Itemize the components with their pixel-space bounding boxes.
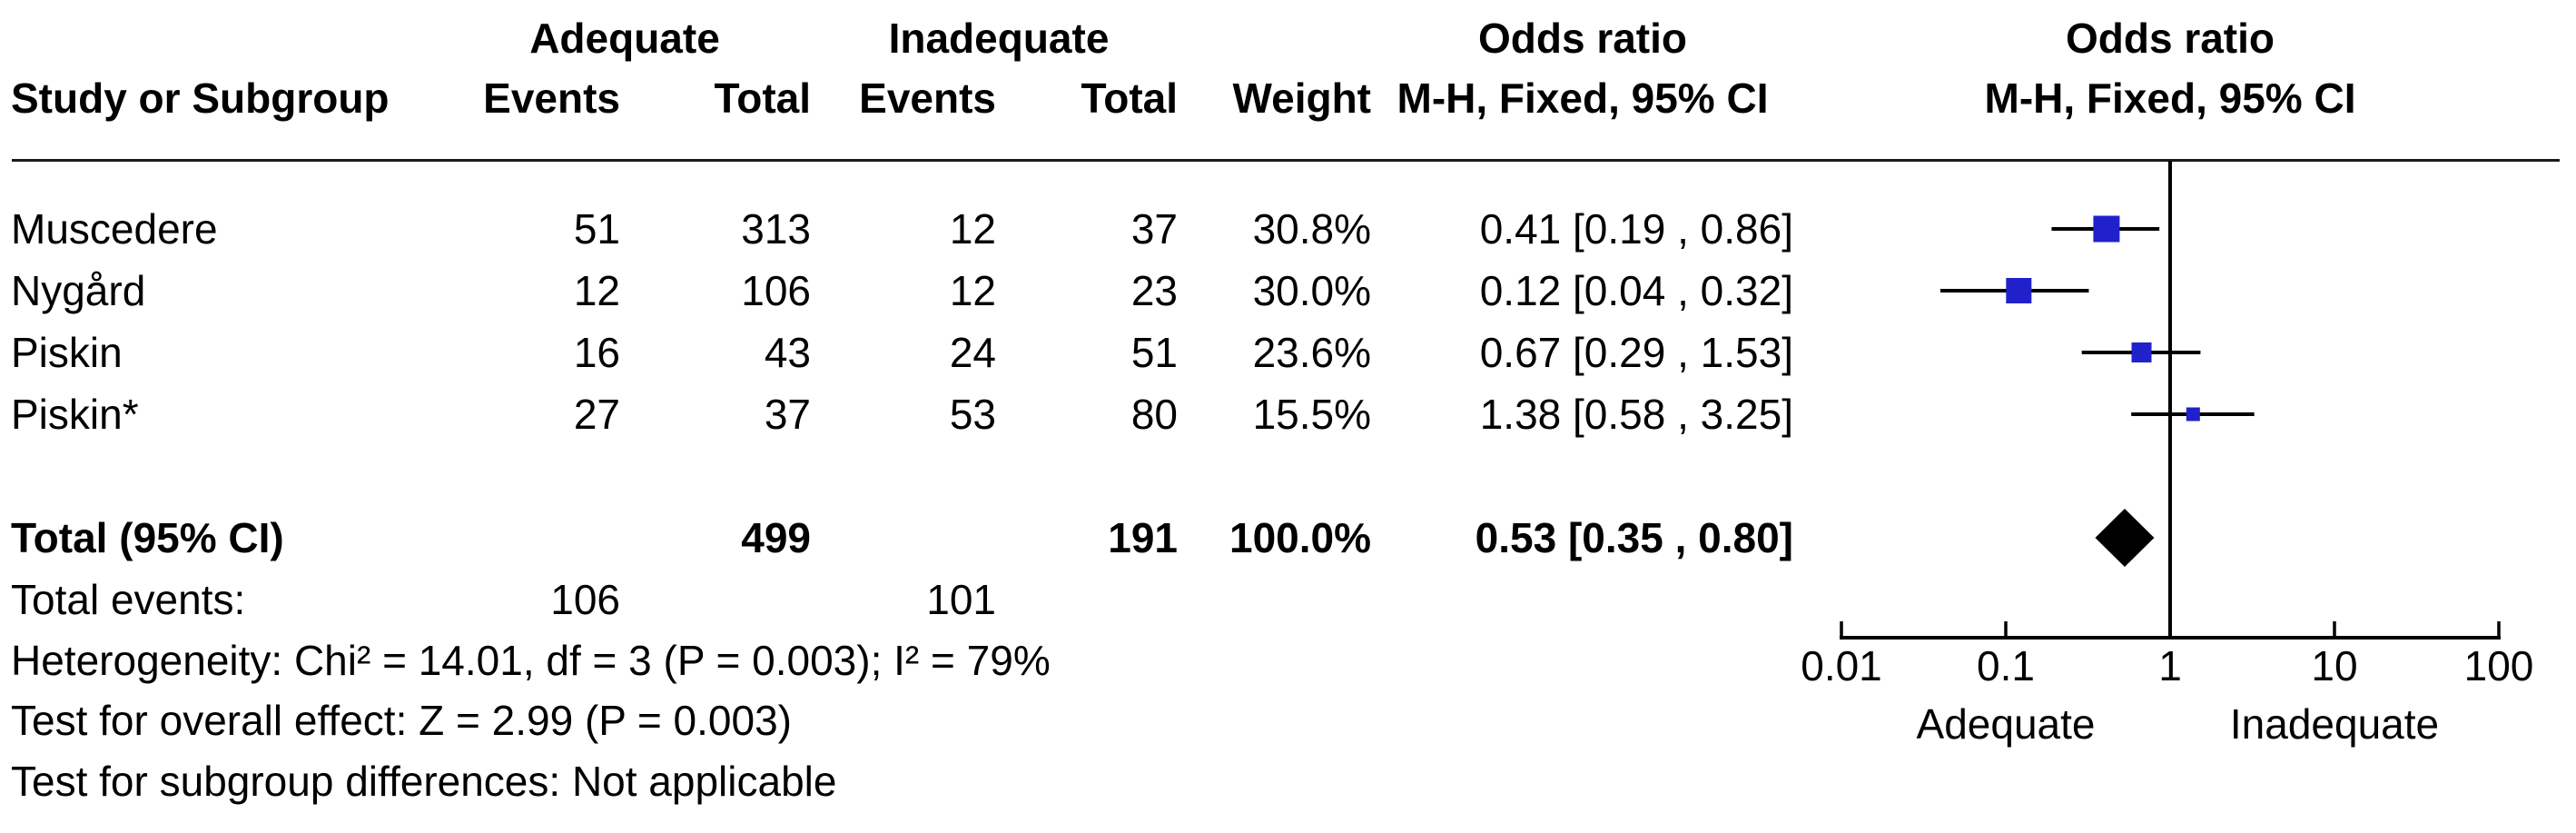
subgroup-test-text: Test for subgroup differences: Not appli… [11,758,837,805]
adequate-events: 27 [573,391,620,438]
group-header-adequate: Adequate [529,15,720,62]
col-header-inadequate-events: Events [859,74,996,122]
axis-tick-label: 10 [2311,642,2357,689]
or-ci-text: 0.12 [0.04 , 0.32] [1479,267,1793,314]
col-header-weight: Weight [1232,74,1371,122]
adequate-total: 106 [741,267,811,314]
adequate-events: 16 [573,329,620,376]
col-header-adequate-total: Total [714,74,811,122]
total-inadequate-total: 191 [1108,514,1178,561]
weight: 30.8% [1252,205,1371,253]
total-events-label: Total events: [11,576,246,623]
adequate-total: 43 [764,329,811,376]
axis-tick-label: 1 [2158,642,2182,689]
col-header-study: Study or Subgroup [11,74,390,122]
weight: 23.6% [1252,329,1371,376]
adequate-total: 37 [764,391,811,438]
total-row-label: Total (95% CI) [11,514,284,561]
study-name: Nygård [11,267,146,314]
total-weight: 100.0% [1229,514,1371,561]
axis-tick-label: 100 [2464,642,2534,689]
or-ci-text: 0.41 [0.19 , 0.86] [1479,205,1793,253]
study-square [2093,215,2120,243]
total-or-ci-text: 0.53 [0.35 , 0.80] [1475,514,1793,561]
odds-ratio-plot-title: Odds ratio [2065,15,2275,62]
study-name: Piskin* [11,391,139,438]
study-name: Piskin [11,329,123,376]
odds-ratio-column-title: Odds ratio [1477,15,1688,62]
col-header-method: M-H, Fixed, 95% CI [1397,74,1769,122]
study-square [2186,407,2200,421]
or-ci-text: 1.38 [0.58 , 3.25] [1479,391,1793,438]
pooled-diamond [2095,509,2155,567]
inadequate-total: 23 [1130,267,1178,314]
study-square [2131,342,2152,362]
inadequate-total: 51 [1130,329,1178,376]
study-name: Muscedere [11,205,218,253]
inadequate-total: 37 [1130,205,1178,253]
or-ci-text: 0.67 [0.29 , 1.53] [1479,329,1793,376]
adequate-events: 12 [573,267,620,314]
weight: 15.5% [1252,391,1371,438]
total-adequate-total: 499 [741,514,811,561]
total-events-adequate: 106 [550,576,620,623]
heterogeneity-text: Heterogeneity: Chi² = 14.01, df = 3 (P =… [11,637,1051,684]
adequate-events: 51 [573,205,620,253]
col-header-adequate-events: Events [483,74,620,122]
col-header-method-plot: M-H, Fixed, 95% CI [1984,74,2356,122]
inadequate-total: 80 [1130,391,1178,438]
weight: 30.0% [1252,267,1371,314]
axis-tick-label: 0.01 [1801,642,1882,689]
inadequate-events: 24 [949,329,996,376]
inadequate-events: 12 [949,205,996,253]
inadequate-events: 12 [949,267,996,314]
adequate-total: 313 [741,205,811,253]
inadequate-events: 53 [949,391,996,438]
total-events-inadequate: 101 [926,576,996,623]
axis-tick-label: 0.1 [1977,642,2035,689]
axis-left-group-label: Adequate [1917,700,2096,748]
study-square [2006,278,2032,303]
axis-right-group-label: Inadequate [2230,700,2439,748]
group-header-inadequate: Inadequate [888,15,1110,62]
col-header-inadequate-total: Total [1081,74,1178,122]
header-separator-line [12,159,2560,162]
overall-effect-test-text: Test for overall effect: Z = 2.99 (P = 0… [11,697,792,744]
